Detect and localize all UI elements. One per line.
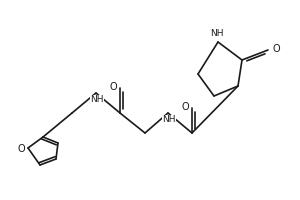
Text: NH: NH [210,29,224,38]
Text: O: O [109,82,117,92]
Text: NH: NH [90,96,104,104]
Text: O: O [181,102,189,112]
Text: O: O [17,144,25,154]
Text: O: O [272,44,280,54]
Text: NH: NH [162,116,176,124]
